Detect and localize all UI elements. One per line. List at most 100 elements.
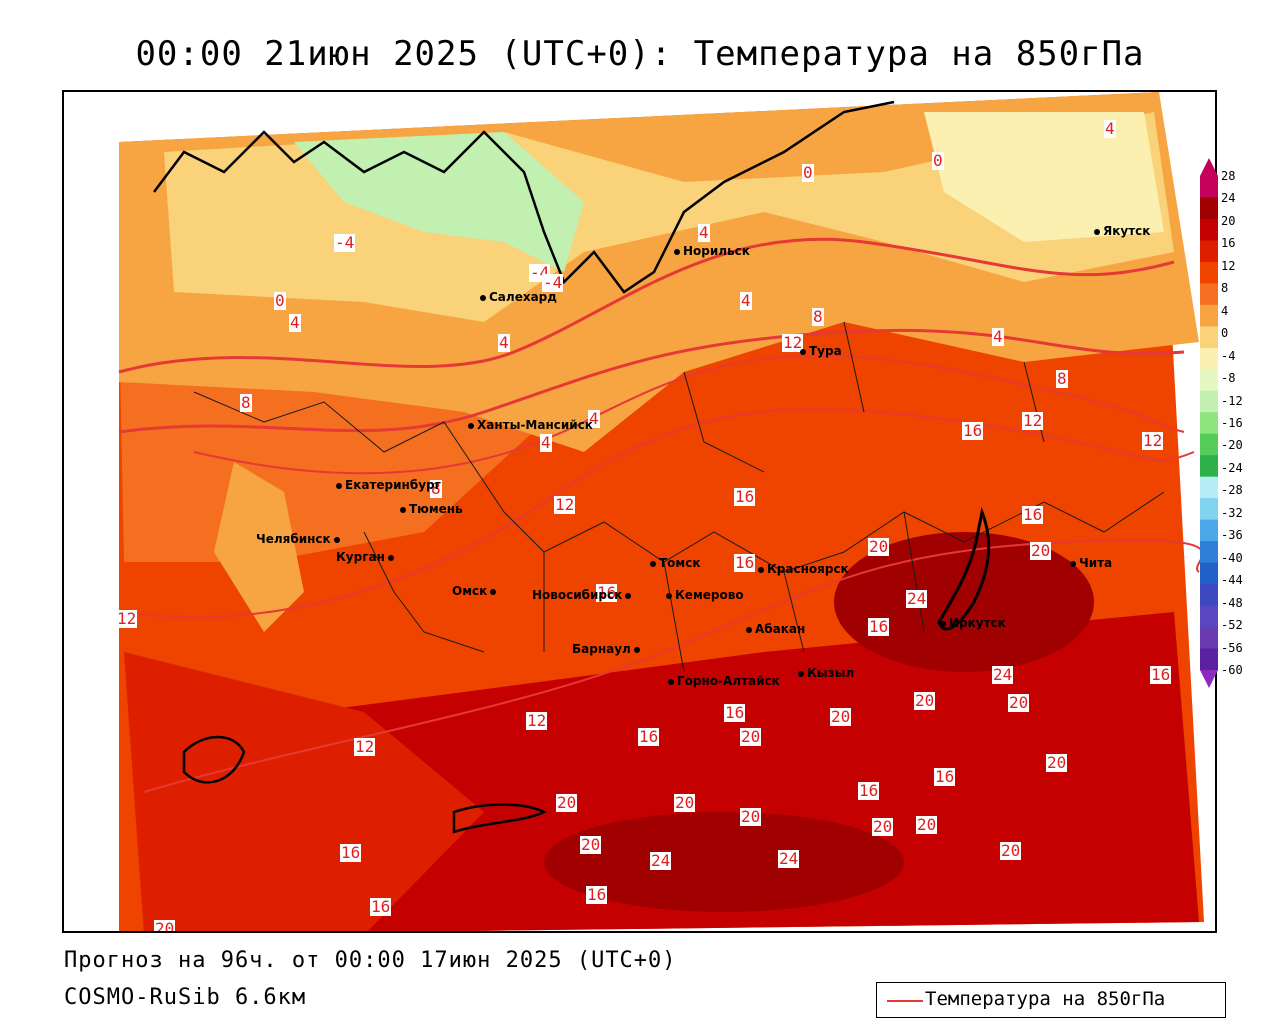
city-marker — [333, 536, 340, 543]
colorbar-tick-label: 4 — [1221, 303, 1229, 318]
city-barnaul: Барнаул — [572, 642, 643, 656]
isotherm-label: 12 — [1022, 411, 1044, 430]
colorbar-tick-label: -44 — [1221, 573, 1243, 588]
isotherm-label: 20 — [154, 920, 176, 931]
admin-boundaries — [193, 321, 1165, 673]
isotherm-label: 16 — [340, 843, 362, 862]
colorbar-swatch — [1200, 304, 1218, 327]
temperature-map: -4 -4 -4 0 0 0 4 4 4 4 4 4 4 4 8 8 8 8 1… — [62, 90, 1217, 933]
colorbar-tick-label: 24 — [1221, 191, 1236, 206]
city-marker — [490, 588, 497, 595]
city-name: Томск — [659, 556, 701, 570]
city-name: Абакан — [755, 622, 806, 636]
field-southwest — [124, 652, 484, 931]
legend: Температура на 850гПа — [876, 982, 1226, 1018]
colorbar-bottom-arrow — [1200, 670, 1218, 688]
isotherm-label: 20 — [1030, 541, 1052, 560]
isotherm-label: 20 — [1046, 753, 1068, 772]
city-marker — [387, 554, 394, 561]
isotherm-label: 12 — [782, 333, 804, 352]
city-marker — [940, 620, 946, 627]
isotherm-label: 20 — [740, 807, 762, 826]
city-kemerovo: Кемерово — [666, 588, 744, 602]
isotherm-label: 20 — [1000, 841, 1022, 860]
colorbar-swatch — [1200, 218, 1218, 241]
city-name: Тура — [809, 344, 842, 358]
city-marker — [666, 592, 672, 599]
city-marker — [746, 626, 752, 633]
field-baikal-core — [834, 532, 1094, 672]
colorbar-swatch — [1200, 584, 1218, 607]
colorbar-tick-label: -52 — [1221, 618, 1243, 633]
field-south-core — [544, 812, 904, 912]
field-ural — [214, 462, 304, 632]
isotherm-contour-0 — [118, 237, 1175, 374]
colorbar-swatch — [1200, 455, 1218, 478]
city-marker — [468, 422, 474, 429]
city-name: Челябинск — [256, 532, 331, 546]
field-cold-tongue — [294, 132, 584, 272]
city-marker — [798, 670, 804, 677]
isotherm-label: 8 — [1056, 369, 1068, 388]
isotherm-label: 16 — [370, 897, 392, 916]
isotherm-contour-12 — [123, 408, 1195, 619]
lake-baikal — [937, 506, 991, 631]
coastline — [153, 100, 895, 294]
isotherm-label: 16 — [962, 421, 984, 440]
city-yakutsk: Якутск — [1094, 224, 1150, 238]
city-name: Новосибирск — [532, 588, 623, 602]
city-marker — [400, 506, 406, 513]
isotherm-label: 4 — [289, 313, 301, 332]
city-novosibirsk: Новосибирск — [532, 588, 634, 602]
colorbar-tick-label: -28 — [1221, 483, 1243, 498]
city-marker — [1094, 228, 1100, 235]
colorbar-tick-label: -56 — [1221, 640, 1243, 655]
isotherm-label: 0 — [932, 151, 944, 170]
legend-line-swatch — [887, 1000, 923, 1002]
city-name: Горно-Алтайск — [677, 674, 780, 688]
isotherm-label: 4 — [588, 409, 600, 428]
city-marker — [650, 560, 656, 567]
city-marker — [625, 592, 632, 599]
colorbar-tick-label: -36 — [1221, 528, 1243, 543]
isotherm-label: 12 — [354, 737, 376, 756]
city-name: Тюмень — [409, 502, 463, 516]
city-name: Иркутск — [949, 616, 1006, 630]
isotherm-label: 24 — [992, 665, 1014, 684]
city-chelyabinsk: Челябинск — [256, 532, 343, 546]
city-abakan: Абакан — [746, 622, 805, 636]
colorbar-tick-label: 16 — [1221, 236, 1236, 251]
city-irkutsk: Иркутск — [940, 616, 1006, 630]
colorbar-tick-label: -4 — [1221, 348, 1236, 363]
city-name: Омск — [452, 584, 488, 598]
city-name: Ханты-Мансийск — [477, 418, 593, 432]
colorbar-swatch — [1200, 519, 1218, 542]
isotherm-label: 20 — [674, 793, 696, 812]
colorbar-tick-label: 0 — [1221, 326, 1229, 341]
isotherm-label: 12 — [1142, 431, 1164, 450]
city-marker — [668, 678, 674, 685]
isotherm-label: 8 — [240, 393, 252, 412]
legend-label: Температура на 850гПа — [925, 988, 1166, 1010]
colorbar-swatch — [1200, 648, 1218, 671]
colorbar-swatch — [1200, 390, 1218, 413]
isotherm-label: 12 — [554, 495, 576, 514]
isotherm-label: 24 — [906, 589, 928, 608]
map-title: 00:00 21июн 2025 (UTC+0): Температура на… — [135, 34, 1145, 74]
colorbar-swatch — [1200, 347, 1218, 370]
city-chita: Чита — [1070, 556, 1112, 570]
isotherm-label: 16 — [858, 781, 880, 800]
isotherm-label: 12 — [526, 711, 548, 730]
colorbar-tick-label: -16 — [1221, 416, 1243, 430]
isotherm-label: 20 — [830, 707, 852, 726]
isotherm-label: -4 — [542, 273, 564, 292]
map-canvas — [64, 92, 1215, 931]
isotherm-label: 20 — [868, 537, 890, 556]
isotherm-label: 12 — [116, 609, 138, 628]
isotherm-label: 4 — [1104, 119, 1116, 138]
city-name: Барнаул — [572, 642, 631, 656]
colorbar-swatch — [1200, 433, 1218, 456]
isotherm-label: 16 — [586, 885, 608, 904]
city-marker — [1070, 560, 1076, 567]
colorbar-tick-label: -32 — [1221, 505, 1243, 520]
